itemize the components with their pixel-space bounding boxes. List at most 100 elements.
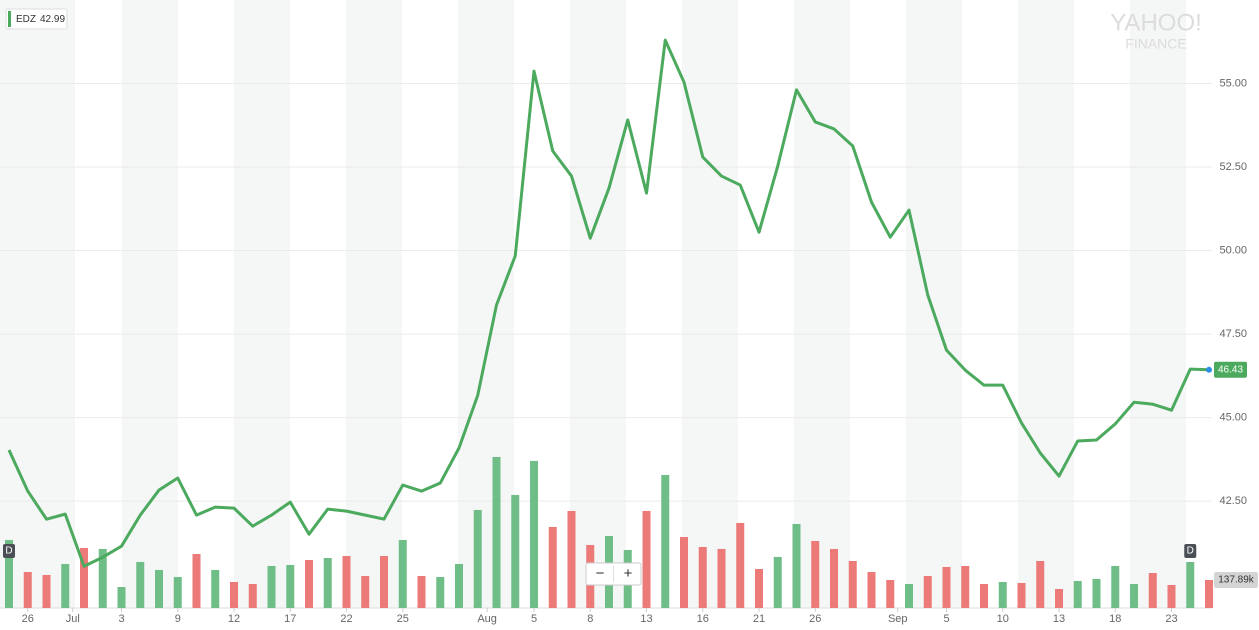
x-tick-label: 13 bbox=[640, 613, 652, 625]
volume-bar bbox=[61, 563, 70, 608]
volume-bar bbox=[42, 574, 51, 608]
volume-bar bbox=[867, 571, 876, 608]
volume-bar bbox=[567, 510, 576, 608]
x-tick-label: Sep bbox=[888, 613, 908, 625]
volume-bar bbox=[23, 571, 32, 608]
stripe bbox=[0, 0, 75, 608]
volume-bar bbox=[998, 581, 1007, 608]
volume-bar bbox=[717, 548, 726, 608]
volume-bar bbox=[680, 536, 688, 608]
volume-bar bbox=[1130, 583, 1138, 608]
volume-bar bbox=[80, 547, 88, 608]
y-tick-label: 45.00 bbox=[1219, 411, 1247, 423]
volume-bar bbox=[1186, 561, 1195, 608]
dividend-marker[interactable] bbox=[1184, 544, 1197, 558]
x-tick-label: Jul bbox=[66, 613, 80, 625]
volume-bar bbox=[886, 579, 895, 608]
volume-bar bbox=[792, 523, 801, 608]
volume-bar bbox=[1205, 579, 1213, 608]
x-tick-label: 26 bbox=[22, 613, 34, 625]
volume-bar bbox=[305, 559, 313, 608]
volume-bar bbox=[980, 583, 988, 608]
volume-bar bbox=[248, 583, 257, 608]
stripe bbox=[1018, 0, 1074, 608]
volume-bar bbox=[811, 540, 820, 608]
volume-bar bbox=[530, 460, 538, 608]
volume-bar bbox=[1073, 580, 1082, 608]
volume-bar bbox=[230, 581, 238, 608]
volume-bar bbox=[1092, 578, 1101, 608]
zoom-in[interactable]: + bbox=[624, 565, 633, 582]
y-tick-label: 52.50 bbox=[1219, 161, 1247, 173]
volume-bar bbox=[155, 569, 163, 608]
x-tick-label: 18 bbox=[1109, 613, 1121, 625]
volume-bar bbox=[117, 586, 126, 608]
stripe bbox=[234, 0, 290, 608]
volume-bar bbox=[98, 548, 107, 608]
legend-swatch bbox=[8, 11, 11, 27]
x-tick-label: 26 bbox=[809, 613, 821, 625]
volume-bar bbox=[286, 564, 295, 608]
x-tick-label: 13 bbox=[1053, 613, 1065, 625]
volume-bar bbox=[342, 555, 351, 608]
legend-name: EDZ bbox=[16, 14, 36, 25]
y-tick-label: 47.50 bbox=[1219, 328, 1247, 340]
x-tick-label: 12 bbox=[228, 613, 240, 625]
volume-bar bbox=[1055, 588, 1063, 608]
volume-bar bbox=[211, 569, 220, 608]
dividend-marker-label: D bbox=[5, 546, 12, 557]
watermark-logo: YAHOO! bbox=[1110, 9, 1202, 36]
volume-bar bbox=[1148, 572, 1157, 608]
x-tick-label: 22 bbox=[340, 613, 352, 625]
volume-bar bbox=[436, 576, 445, 608]
x-tick-label: 5 bbox=[531, 613, 537, 625]
volume-bar bbox=[830, 548, 838, 608]
volume-bar bbox=[192, 553, 201, 608]
stripe bbox=[1130, 0, 1186, 608]
volume-bar bbox=[1167, 584, 1176, 608]
dividend-marker[interactable] bbox=[3, 544, 15, 558]
volume-bar bbox=[5, 539, 13, 608]
volume-bar bbox=[848, 560, 857, 608]
volume-tag bbox=[1214, 571, 1258, 588]
volume-bar bbox=[661, 474, 670, 608]
x-tick-label: 21 bbox=[753, 613, 765, 625]
last-point bbox=[1206, 366, 1212, 373]
volume-bar bbox=[698, 546, 707, 608]
price-tag-label: 46.43 bbox=[1218, 364, 1243, 375]
x-tick-label: 9 bbox=[175, 613, 181, 625]
stripe bbox=[458, 0, 514, 608]
stripe bbox=[906, 0, 962, 608]
volume-bar bbox=[455, 563, 463, 608]
stripe bbox=[346, 0, 402, 608]
x-tick-label: 10 bbox=[997, 613, 1009, 625]
watermark-sub: FINANCE bbox=[1125, 36, 1186, 52]
volume-bar bbox=[473, 509, 482, 608]
volume-tag-label: 137.89k bbox=[1218, 575, 1255, 586]
volume-bar bbox=[1111, 565, 1120, 608]
x-tick-label: 16 bbox=[697, 613, 709, 625]
dividend-marker-label: D bbox=[1187, 546, 1194, 557]
legend-value: 42.99 bbox=[40, 14, 65, 25]
legend-box bbox=[5, 8, 68, 30]
y-tick-label: 55.00 bbox=[1219, 77, 1247, 89]
volume-bar bbox=[905, 583, 913, 608]
volume-bar bbox=[548, 526, 557, 608]
x-tick-label: Aug bbox=[477, 613, 497, 625]
volume-bar bbox=[642, 510, 651, 608]
volume-bar bbox=[942, 566, 951, 608]
volume-bar bbox=[417, 575, 426, 608]
x-tick-label: 3 bbox=[118, 613, 124, 625]
volume-bar bbox=[398, 539, 407, 608]
volume-bar bbox=[923, 575, 932, 608]
stripe bbox=[794, 0, 850, 608]
volume-bar bbox=[511, 494, 520, 608]
volume-bar bbox=[961, 565, 970, 608]
stripe bbox=[122, 0, 178, 608]
zoom-out[interactable]: − bbox=[596, 565, 605, 582]
volume-bar bbox=[736, 522, 745, 608]
stripe bbox=[570, 0, 626, 608]
x-tick-label: 8 bbox=[587, 613, 593, 625]
volume-bar bbox=[773, 556, 782, 608]
